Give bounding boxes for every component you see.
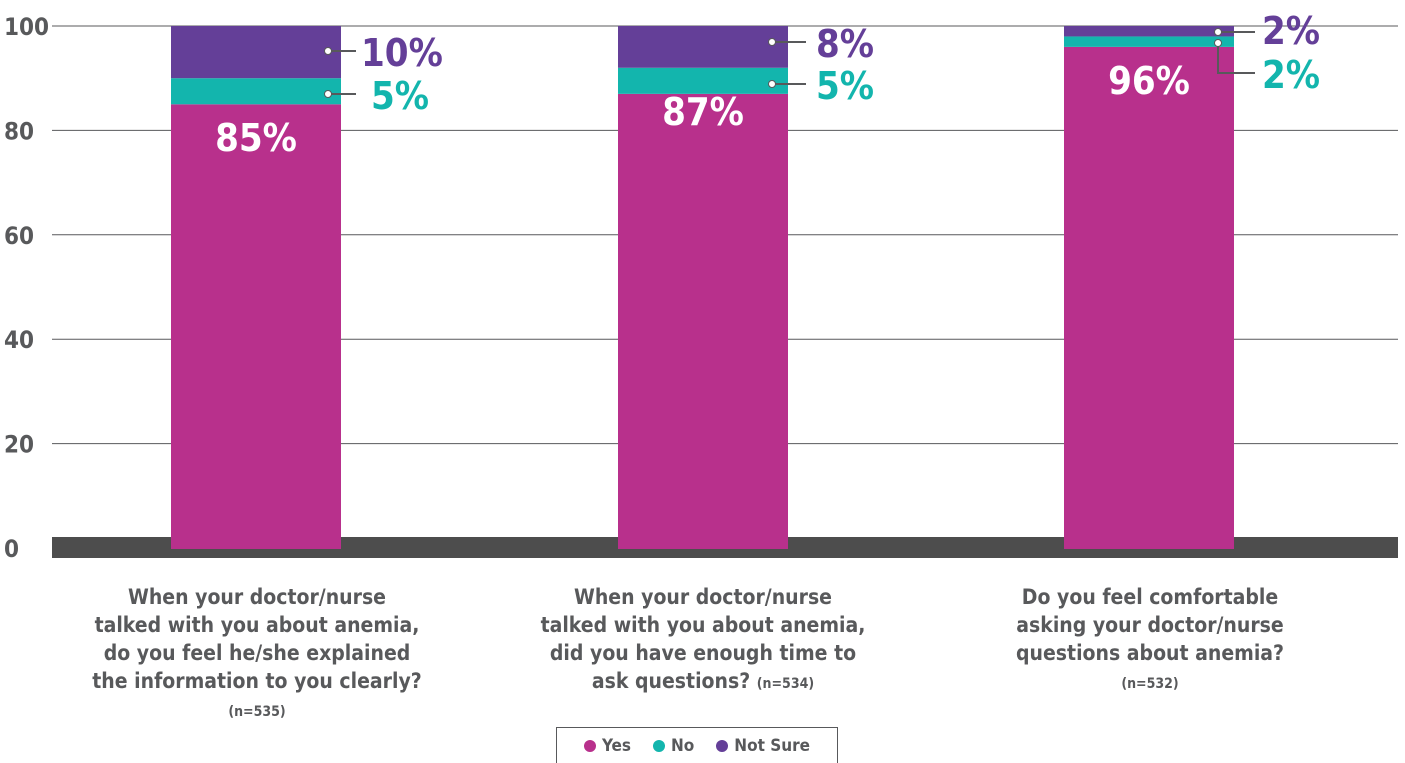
data-label-yes-3: 96% (1108, 59, 1190, 103)
bar-yes-1 (171, 104, 341, 549)
data-label-no-1: 5% (371, 74, 429, 118)
sample-size-3: (n=532) (1121, 676, 1179, 692)
leader-dot-no-3 (1214, 39, 1222, 47)
y-tick-label-60: 60 (4, 222, 34, 250)
data-label-no-2: 5% (816, 64, 874, 108)
bar-yes-3 (1064, 46, 1234, 548)
leader-line-no-3 (1217, 43, 1255, 74)
bar-no-1 (171, 78, 341, 105)
bar-foot-2 (618, 537, 788, 549)
data-label-not-sure-2: 8% (816, 22, 874, 66)
legend-item-not-sure: Not Sure (716, 736, 810, 756)
sample-size-2: (n=534) (756, 676, 815, 692)
leader-dot-not-sure-3 (1214, 28, 1222, 36)
data-label-yes-2: 87% (662, 90, 744, 134)
data-label-yes-1: 85% (215, 116, 297, 160)
legend-label-no: No (670, 735, 695, 756)
category-question-1: When your doctor/nurse talked with you a… (92, 585, 422, 693)
data-label-not-sure-3: 2% (1262, 9, 1320, 53)
bar-not-sure-1 (171, 26, 341, 79)
category-question-3: Do you feel comfortable asking your doct… (1016, 585, 1284, 665)
chart-legend: Yes No Not Sure (556, 727, 838, 763)
category-label-1: When your doctor/nurse talked with you a… (92, 583, 422, 726)
y-tick-label-0: 0 (4, 535, 19, 563)
legend-swatch-not-sure (716, 739, 729, 752)
data-label-no-3: 2% (1262, 53, 1320, 97)
category-label-3: Do you feel comfortable asking your doct… (985, 583, 1315, 698)
data-label-not-sure-1: 10% (361, 31, 443, 75)
legend-label-not-sure: Not Sure (734, 735, 811, 756)
y-tick-label-20: 20 (4, 431, 34, 459)
category-label-2: When your doctor/nurse talked with you a… (538, 583, 868, 698)
leader-dot-no-2 (768, 80, 776, 88)
y-tick-label-80: 80 (4, 117, 34, 145)
leader-dot-not-sure-2 (768, 38, 776, 46)
leader-dot-not-sure-1 (324, 47, 332, 55)
sample-size-1: (n=535) (228, 704, 286, 720)
legend-item-no: No (652, 735, 695, 756)
legend-swatch-no (652, 739, 665, 752)
y-tick-label-40: 40 (4, 326, 34, 354)
bar-foot-3 (1064, 537, 1234, 549)
bar-foot-1 (171, 537, 341, 549)
bar-no-2 (618, 67, 788, 94)
bar-not-sure-3 (1064, 26, 1234, 37)
bar-no-3 (1064, 36, 1234, 47)
bar-not-sure-2 (618, 26, 788, 68)
bar-yes-2 (618, 93, 788, 549)
legend-label-yes: Yes (601, 735, 631, 756)
legend-swatch-yes (583, 739, 596, 752)
legend-item-yes: Yes (583, 735, 631, 756)
category-question-2: When your doctor/nurse talked with you a… (540, 585, 866, 693)
leader-dot-no-1 (324, 90, 332, 98)
y-tick-label-100: 100 (4, 13, 49, 41)
